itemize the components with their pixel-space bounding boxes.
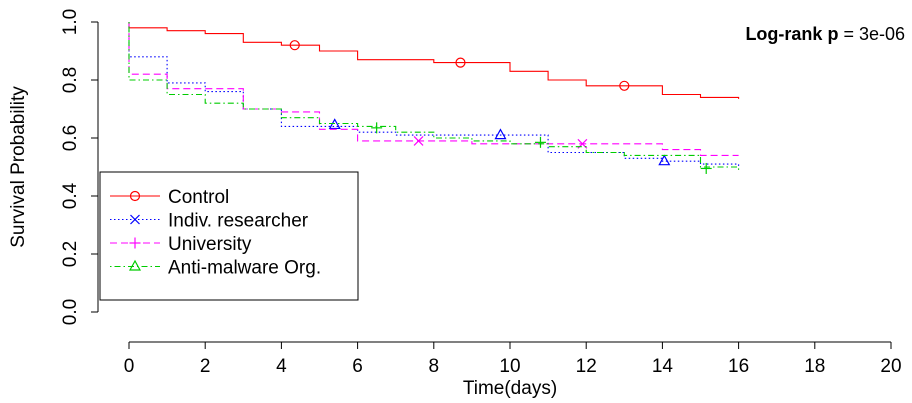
censor-mark-0-1	[455, 57, 466, 68]
series-line-0	[128, 22, 740, 99]
y-tick-label: 0.2	[60, 241, 81, 267]
x-tick-label: 8	[429, 356, 440, 377]
x-tick-label: 16	[728, 356, 749, 377]
censor-mark-3-2	[700, 162, 712, 174]
log-rank-annotation: Log-rank p = 3e-06	[745, 24, 905, 44]
series-line-1	[128, 22, 740, 167]
series-0	[128, 22, 740, 99]
x-tick-label: 10	[499, 356, 520, 377]
log-rank-text: Log-rank p = 3e-06	[745, 24, 905, 44]
x-tick-label: 12	[576, 356, 597, 377]
series-3	[128, 22, 740, 174]
censor-mark-2-0-stroke-b	[413, 135, 424, 146]
x-tick-label: 0	[124, 356, 135, 377]
legend-entry-3: Anti-malware Org.	[110, 258, 321, 279]
legend-label-2: University	[168, 234, 252, 255]
censor-mark-3-1	[534, 136, 546, 148]
x-axis-label: Time(days)	[463, 378, 557, 399]
censor-mark-2-0	[413, 135, 424, 146]
series-layer	[128, 22, 740, 174]
censor-mark-0-0-shape	[289, 40, 300, 51]
y-axis-label: Survival Probability	[8, 86, 29, 248]
legend-entry-0: Control	[110, 187, 229, 208]
y-tick-label: 1.0	[60, 9, 81, 35]
x-tick-label: 6	[352, 356, 363, 377]
y-tick-label: 0.4	[60, 182, 81, 209]
legend-swatch-marker-3	[128, 259, 142, 271]
x-tick-label: 2	[200, 356, 211, 377]
legend-label-3: Anti-malware Org.	[168, 258, 321, 279]
legend-swatch-marker-0-shape	[129, 190, 141, 202]
series-2	[128, 22, 739, 156]
censor-mark-1-1	[494, 128, 507, 140]
log-rank-label: Log-rank p	[745, 24, 838, 44]
legend-swatch-marker-2	[129, 237, 141, 249]
y-tick-label: 0.8	[60, 67, 81, 93]
y-tick-label: 0.0	[60, 299, 81, 325]
censor-mark-0-1-shape	[455, 57, 466, 68]
censor-mark-1-1-shape	[494, 128, 507, 140]
axes-layer: 0 2 4 6 8 10 12 14 16 18 20 0.0 0.2 0.4 0.6 0.8 1.0 Time(…	[8, 9, 902, 399]
censor-mark-1-2-shape	[658, 154, 671, 166]
series-line-2	[128, 22, 739, 156]
censor-mark-0-2-shape	[619, 80, 630, 91]
legend-label-0: Control	[168, 187, 229, 208]
legend-entry-1: Indiv. researcher	[110, 211, 309, 232]
censor-mark-1-2	[658, 154, 671, 166]
y-tick-label: 0.6	[60, 125, 81, 151]
legend-swatch-marker-1	[130, 214, 140, 225]
censor-mark-0-0	[289, 40, 300, 51]
legend-label-1: Indiv. researcher	[168, 211, 309, 232]
x-tick-label: 4	[276, 356, 287, 377]
censor-mark-3-0	[371, 122, 383, 134]
legend-entry-2: University	[110, 234, 252, 255]
x-tick-label: 14	[652, 356, 674, 377]
series-1	[128, 22, 740, 167]
legend-swatch-marker-3-shape	[128, 259, 142, 271]
legend-swatch-marker-1-stroke-b	[130, 214, 140, 225]
x-tick-label: 20	[880, 356, 901, 377]
censor-mark-0-2	[619, 80, 630, 91]
log-rank-value: = 3e-06	[838, 24, 905, 44]
x-tick-label: 18	[804, 356, 825, 377]
legend-box	[99, 171, 359, 301]
series-line-3	[128, 22, 740, 170]
legend-swatch-marker-0	[129, 190, 141, 202]
